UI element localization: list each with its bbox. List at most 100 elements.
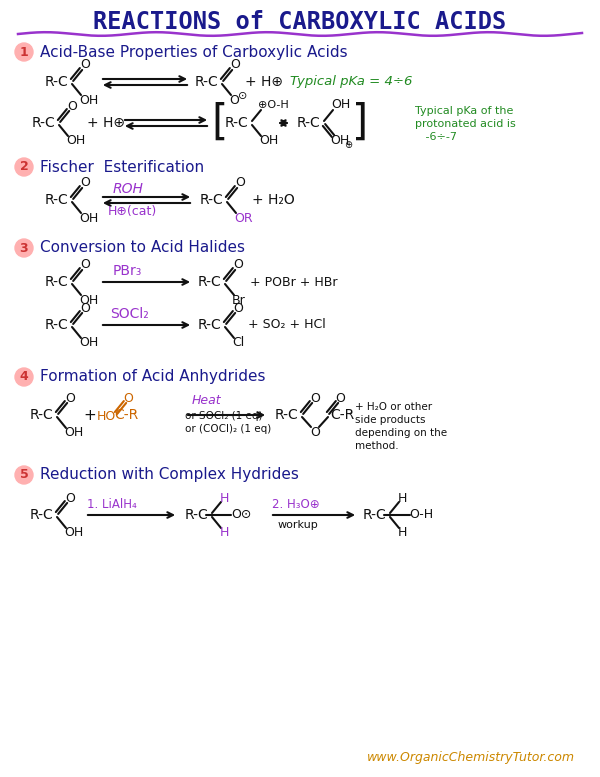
Text: 1: 1: [20, 46, 28, 58]
Circle shape: [15, 43, 33, 61]
Text: -6÷-7: -6÷-7: [415, 132, 457, 142]
Text: Typical pKa of the: Typical pKa of the: [415, 106, 514, 116]
Text: O: O: [65, 392, 75, 405]
Text: R-C: R-C: [32, 116, 56, 130]
Text: O: O: [230, 58, 240, 71]
Text: Reduction with Complex Hydrides: Reduction with Complex Hydrides: [40, 468, 299, 483]
Text: Conversion to Acid Halides: Conversion to Acid Halides: [40, 241, 245, 256]
Text: www.OrganicChemistryTutor.com: www.OrganicChemistryTutor.com: [367, 751, 575, 765]
Text: O: O: [80, 259, 90, 271]
Text: 5: 5: [20, 469, 28, 482]
Text: depending on the: depending on the: [355, 428, 447, 438]
Text: protonated acid is: protonated acid is: [415, 119, 516, 129]
Text: H: H: [398, 492, 407, 504]
Circle shape: [15, 239, 33, 257]
Text: Br: Br: [232, 294, 246, 306]
Text: ⊙: ⊙: [238, 91, 247, 101]
Text: + POBr + HBr: + POBr + HBr: [250, 276, 337, 288]
Text: R-C: R-C: [200, 193, 224, 207]
Text: OH: OH: [79, 294, 98, 306]
Circle shape: [15, 368, 33, 386]
Text: ROH: ROH: [113, 182, 144, 196]
Text: O: O: [80, 58, 90, 71]
Text: or (COCl)₂ (1 eq): or (COCl)₂ (1 eq): [185, 424, 271, 434]
Text: H: H: [398, 525, 407, 538]
Text: R-C: R-C: [45, 275, 69, 289]
Text: PBr₃: PBr₃: [113, 264, 142, 278]
Text: R-C: R-C: [198, 275, 222, 289]
Text: OH: OH: [64, 527, 83, 539]
Text: OH: OH: [79, 336, 98, 350]
Text: O⊙: O⊙: [231, 508, 251, 521]
Text: Fischer  Esterification: Fischer Esterification: [40, 159, 204, 175]
Text: method.: method.: [355, 441, 398, 451]
Text: H: H: [220, 525, 229, 538]
Text: C-R: C-R: [330, 408, 354, 422]
Text: O: O: [310, 392, 320, 405]
Text: Formation of Acid Anhydrides: Formation of Acid Anhydrides: [40, 370, 265, 385]
Text: 2: 2: [20, 161, 28, 173]
Text: REACTIONS of CARBOXYLIC ACIDS: REACTIONS of CARBOXYLIC ACIDS: [94, 10, 506, 34]
Text: OH: OH: [66, 134, 85, 148]
Text: HO: HO: [97, 410, 116, 423]
Text: ⊕: ⊕: [344, 140, 352, 150]
Text: O-H: O-H: [409, 508, 433, 521]
Text: R-C: R-C: [30, 408, 54, 422]
Text: side products: side products: [355, 415, 425, 425]
Text: + H₂O or other: + H₂O or other: [355, 402, 432, 412]
Text: R-C: R-C: [198, 318, 222, 332]
Text: O: O: [233, 301, 243, 315]
Text: R-C: R-C: [30, 508, 54, 522]
Text: R-C: R-C: [185, 508, 209, 522]
Text: Acid-Base Properties of Carboxylic Acids: Acid-Base Properties of Carboxylic Acids: [40, 44, 347, 60]
Text: O: O: [80, 176, 90, 190]
Text: C-R: C-R: [114, 408, 138, 422]
Text: H: H: [220, 492, 229, 504]
Text: OH: OH: [330, 134, 349, 148]
Text: 1. LiAlH₄: 1. LiAlH₄: [87, 497, 137, 510]
Text: Heat: Heat: [192, 395, 221, 407]
Text: R-C: R-C: [225, 116, 249, 130]
Text: [: [: [211, 102, 227, 144]
Text: O: O: [123, 392, 133, 405]
Text: OH: OH: [79, 211, 98, 225]
Text: 4: 4: [20, 371, 28, 384]
Text: Cl: Cl: [232, 336, 244, 350]
Text: + H₂O: + H₂O: [252, 193, 295, 207]
Text: + H⊕: + H⊕: [87, 116, 125, 130]
Text: O: O: [80, 301, 90, 315]
Circle shape: [15, 158, 33, 176]
Text: OH: OH: [331, 99, 350, 112]
Text: R-C: R-C: [195, 75, 219, 89]
Circle shape: [15, 466, 33, 484]
Text: +: +: [83, 407, 96, 423]
Text: O: O: [229, 93, 239, 106]
Text: 2. H₃O⊕: 2. H₃O⊕: [272, 497, 320, 510]
Text: R-C: R-C: [45, 75, 69, 89]
Text: OH: OH: [259, 134, 278, 148]
Text: R-C: R-C: [45, 193, 69, 207]
Text: + H⊕: + H⊕: [245, 75, 283, 89]
Text: SOCl₂: SOCl₂: [110, 307, 149, 321]
Text: O: O: [235, 176, 245, 190]
Text: + SO₂ + HCl: + SO₂ + HCl: [248, 319, 326, 332]
Text: 3: 3: [20, 242, 28, 255]
Text: ]: ]: [352, 102, 368, 144]
Text: OR: OR: [234, 211, 253, 225]
Text: or SOCl₂ (1 eq): or SOCl₂ (1 eq): [185, 411, 263, 421]
Text: H⊕(cat): H⊕(cat): [108, 205, 157, 218]
Text: OH: OH: [64, 427, 83, 440]
Text: R-C: R-C: [363, 508, 387, 522]
Text: O: O: [310, 427, 320, 440]
Text: O: O: [233, 259, 243, 271]
Text: workup: workup: [278, 520, 319, 530]
Text: R-C: R-C: [45, 318, 69, 332]
Text: O: O: [67, 99, 77, 113]
Text: ⊕O-H: ⊕O-H: [258, 100, 289, 110]
Text: OH: OH: [79, 93, 98, 106]
Text: R-C: R-C: [297, 116, 321, 130]
Text: R-C: R-C: [275, 408, 299, 422]
Text: O: O: [335, 392, 345, 405]
Text: O: O: [65, 492, 75, 504]
Text: Typical pKa = 4÷6: Typical pKa = 4÷6: [290, 75, 412, 89]
